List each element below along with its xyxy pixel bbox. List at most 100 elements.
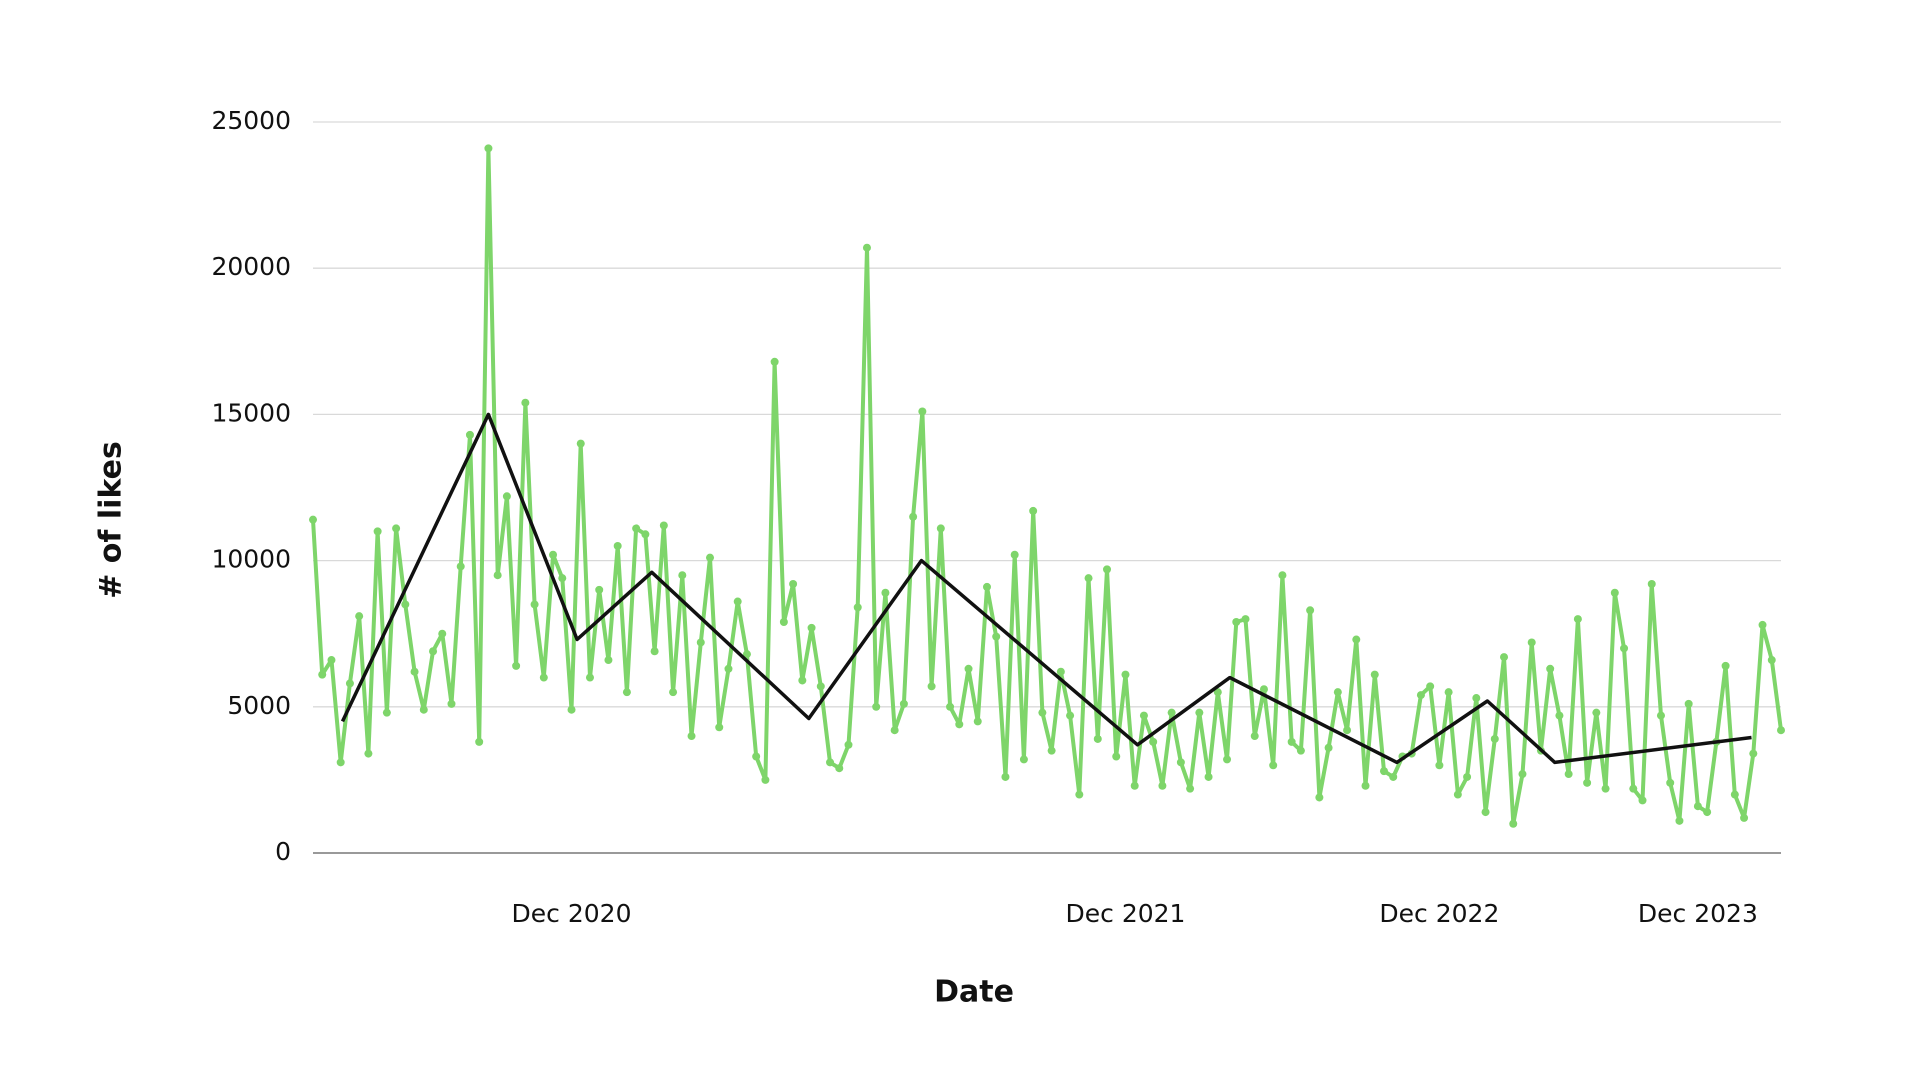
data-point	[521, 398, 530, 407]
data-point	[382, 708, 391, 717]
data-point	[1232, 618, 1241, 627]
series-line	[311, 146, 1783, 826]
data-point	[1223, 755, 1232, 764]
data-point	[1186, 784, 1195, 793]
data-point	[327, 656, 336, 665]
x-axis-title: Date	[934, 975, 1014, 1010]
data-point	[1703, 808, 1712, 817]
data-point	[1555, 711, 1564, 720]
data-point	[1056, 667, 1065, 676]
data-point	[1490, 734, 1499, 743]
data-point	[1269, 761, 1278, 770]
data-point	[807, 623, 816, 632]
data-point	[1195, 708, 1204, 717]
data-point	[955, 720, 964, 729]
data-point	[1666, 778, 1675, 787]
data-point	[429, 647, 438, 656]
data-point	[946, 702, 955, 711]
data-point	[853, 603, 862, 612]
data-point	[539, 673, 548, 682]
data-point	[1601, 784, 1610, 793]
data-point	[816, 682, 825, 691]
data-point	[1250, 732, 1259, 741]
data-point	[1583, 778, 1592, 787]
data-point	[789, 579, 798, 588]
data-point	[1001, 772, 1010, 781]
data-point	[336, 758, 345, 767]
data-point	[687, 732, 696, 741]
data-point	[622, 688, 631, 697]
data-point	[1546, 664, 1555, 673]
data-point	[401, 600, 410, 609]
data-point	[604, 656, 613, 665]
data-point	[1343, 726, 1352, 735]
data-point	[632, 524, 641, 533]
data-point	[456, 562, 465, 571]
data-point	[992, 632, 1001, 641]
data-point	[1139, 711, 1148, 720]
data-point	[1426, 682, 1435, 691]
data-point	[392, 524, 401, 533]
data-point	[1749, 749, 1758, 758]
data-point	[1610, 588, 1619, 597]
data-point	[844, 740, 853, 749]
data-point	[1444, 688, 1453, 697]
data-point	[1435, 761, 1444, 770]
data-point	[1066, 711, 1075, 720]
data-point	[1176, 758, 1185, 767]
data-point	[1777, 726, 1785, 735]
data-point	[1112, 752, 1121, 761]
data-point	[419, 705, 428, 714]
data-point	[345, 679, 354, 688]
data-point	[862, 243, 871, 252]
data-point	[936, 524, 945, 533]
data-point	[1416, 691, 1425, 700]
data-point	[927, 682, 936, 691]
data-point	[484, 144, 493, 153]
data-point	[1527, 638, 1536, 647]
data-point	[1629, 784, 1638, 793]
y-tick-label: 15000	[211, 398, 291, 427]
data-point	[447, 699, 456, 708]
y-tick-label: 25000	[211, 106, 291, 135]
data-point	[364, 749, 373, 758]
data-point	[410, 667, 419, 676]
data-point	[641, 530, 650, 539]
data-point	[438, 629, 447, 638]
data-point	[890, 726, 899, 735]
data-point	[1389, 772, 1398, 781]
data-point	[909, 512, 918, 521]
data-point	[1463, 772, 1472, 781]
data-point	[558, 574, 567, 583]
data-point	[761, 775, 770, 784]
data-point	[1675, 816, 1684, 825]
data-point	[1620, 644, 1629, 653]
data-point	[576, 439, 585, 448]
data-point	[1167, 708, 1176, 717]
data-point	[595, 585, 604, 594]
data-point	[1103, 565, 1112, 574]
data-point	[1315, 793, 1324, 802]
data-point	[309, 515, 317, 524]
data-point	[493, 571, 502, 580]
data-point	[1296, 746, 1305, 755]
data-point	[1684, 699, 1693, 708]
data-point	[1130, 781, 1139, 790]
data-point	[1481, 808, 1490, 817]
x-tick-label: Dec 2021	[1066, 899, 1186, 928]
data-point	[881, 588, 890, 597]
data-point	[696, 638, 705, 647]
data-point	[373, 527, 382, 536]
data-point	[1656, 711, 1665, 720]
data-point	[1740, 813, 1749, 822]
data-point	[1730, 790, 1739, 799]
data-point	[1259, 685, 1268, 694]
y-tick-label: 10000	[211, 545, 291, 574]
data-point	[1647, 579, 1656, 588]
data-point	[733, 597, 742, 606]
data-point	[918, 407, 927, 416]
data-point	[779, 618, 788, 627]
data-point	[1084, 574, 1093, 583]
data-point	[826, 758, 835, 767]
data-point	[585, 673, 594, 682]
